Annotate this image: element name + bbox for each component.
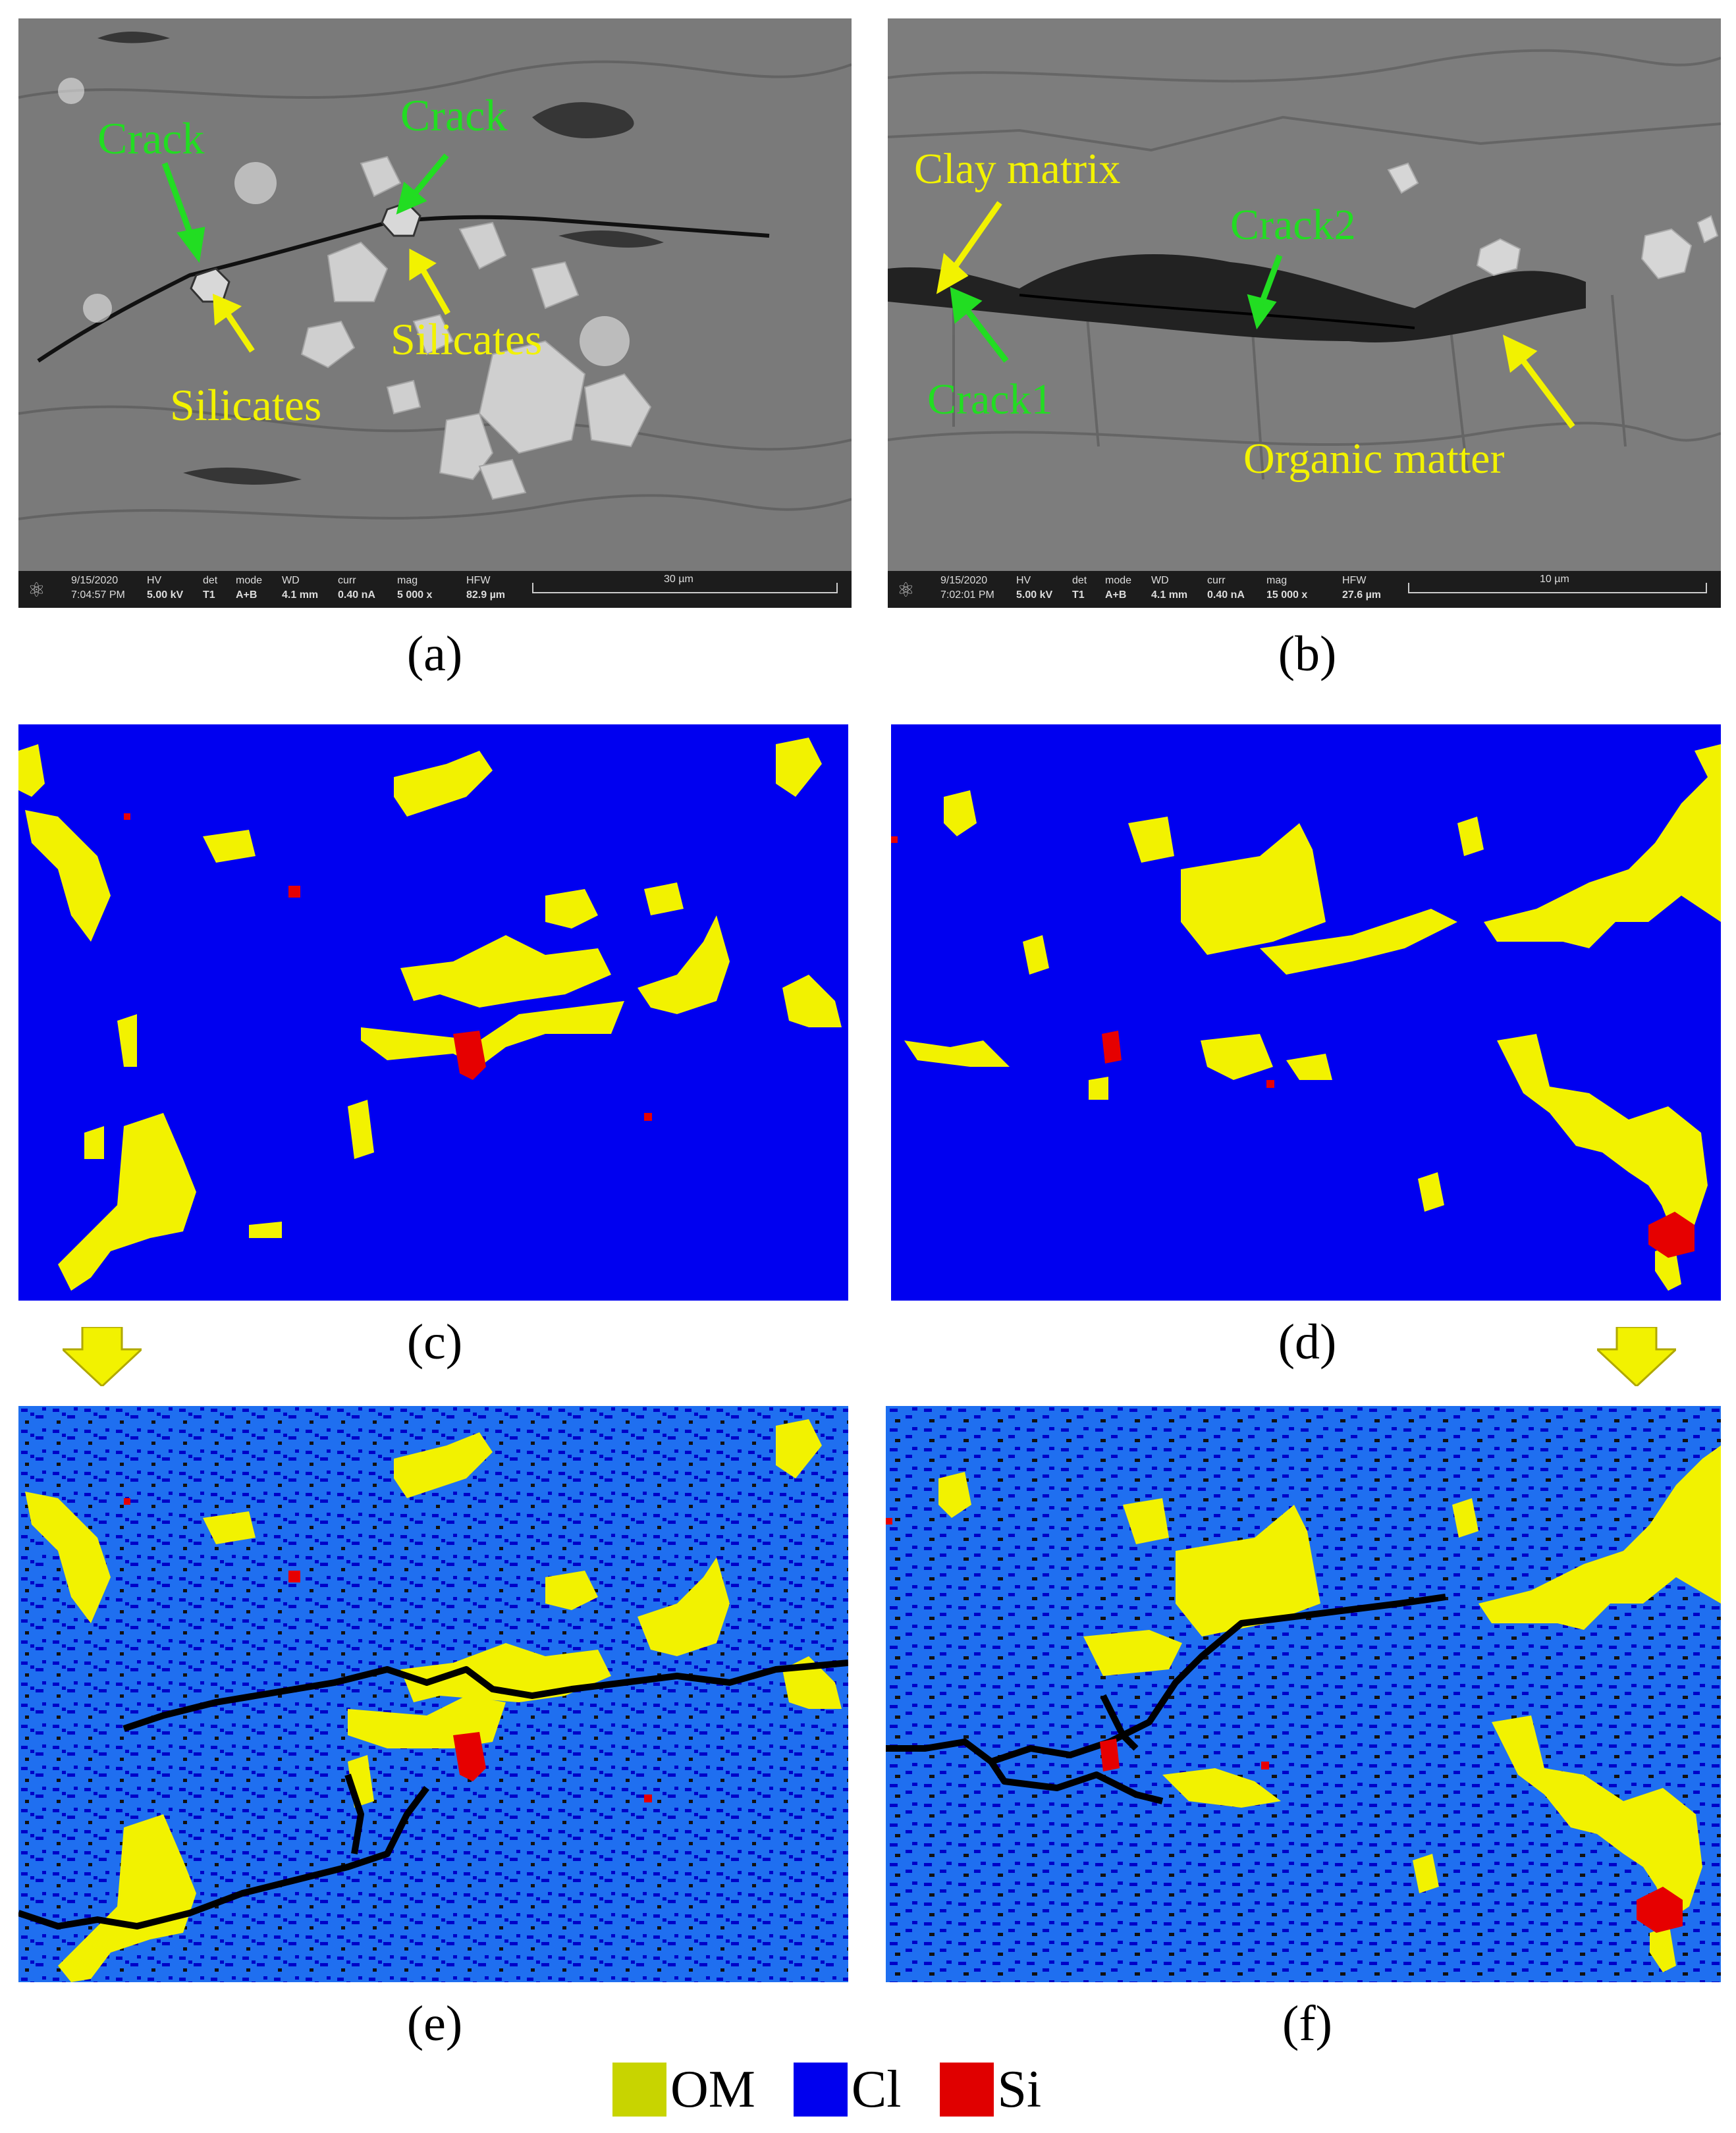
legend: OM Cl Si xyxy=(612,2058,1079,2121)
caption-e: (e) xyxy=(406,1996,463,2051)
caption-a: (a) xyxy=(406,626,463,682)
legend-item-cl: Cl xyxy=(793,2060,902,2120)
legend-swatch-si xyxy=(939,2063,994,2117)
sem-info-bar-a: ⚛ 9/15/2020 7:04:57 PM HV 5.00 kV det T1… xyxy=(18,571,852,608)
label-clay-matrix: Clay matrix xyxy=(914,145,1120,193)
legend-label-si: Si xyxy=(997,2060,1042,2119)
sem-image-b: Clay matrix Crack1 Crack2 Organic matter… xyxy=(888,18,1721,608)
phase-map-d xyxy=(891,724,1721,1301)
legend-item-si: Si xyxy=(939,2060,1042,2120)
sem-image-a: Crack Crack Silicates Silicates ⚛ 9/15/2… xyxy=(18,18,852,608)
label-crack-left: Crack xyxy=(97,113,204,163)
arrow-down-icon xyxy=(60,1326,144,1390)
legend-swatch-om xyxy=(612,2063,666,2117)
atom-icon: ⚛ xyxy=(28,580,45,601)
arrow-down-icon xyxy=(1594,1326,1679,1390)
atom-icon: ⚛ xyxy=(897,580,915,601)
scale-label-b: 10 µm xyxy=(1540,574,1569,585)
label-crack2: Crack2 xyxy=(1230,201,1356,249)
legend-item-om: OM xyxy=(612,2060,755,2120)
crack-map-e xyxy=(18,1406,848,1982)
caption-b: (b) xyxy=(1278,626,1337,682)
scale-label-a: 30 µm xyxy=(664,574,693,585)
legend-label-om: OM xyxy=(670,2060,755,2119)
label-organic-matter: Organic matter xyxy=(1243,435,1504,483)
caption-d: (d) xyxy=(1278,1314,1337,1370)
label-crack1: Crack1 xyxy=(927,375,1053,423)
label-crack-right: Crack xyxy=(400,90,507,140)
legend-label-cl: Cl xyxy=(851,2060,902,2119)
label-silicates-left: Silicates xyxy=(170,380,321,430)
phase-map-c xyxy=(18,724,848,1301)
legend-swatch-cl xyxy=(793,2063,848,2117)
crack-map-f xyxy=(886,1406,1721,1982)
label-silicates-right: Silicates xyxy=(391,314,542,364)
caption-c: (c) xyxy=(406,1314,463,1370)
sem-info-bar-b: ⚛ 9/15/2020 7:02:01 PM HV 5.00 kV det T1… xyxy=(888,571,1721,608)
caption-f: (f) xyxy=(1282,1996,1332,2051)
